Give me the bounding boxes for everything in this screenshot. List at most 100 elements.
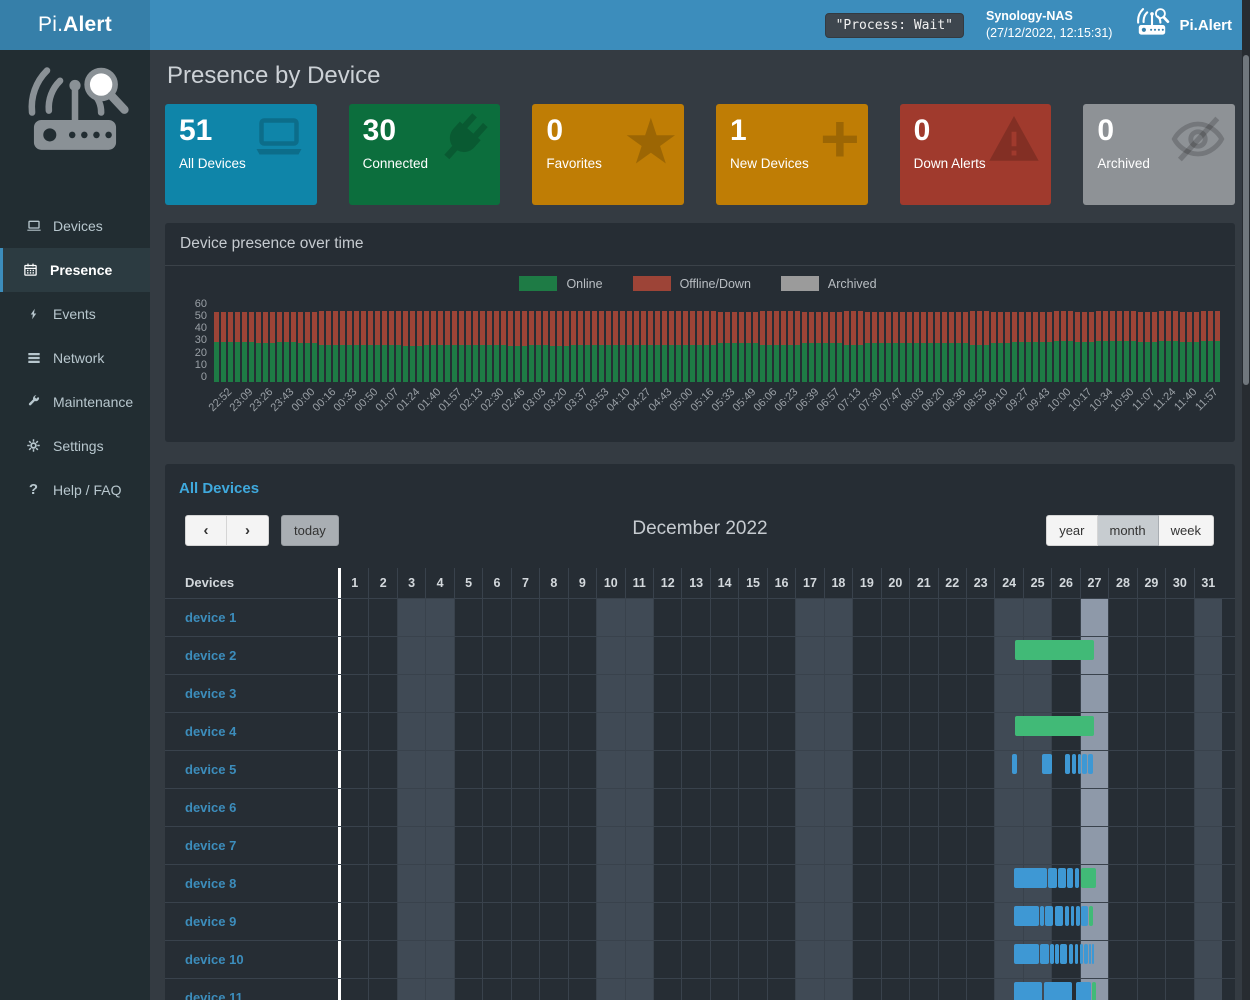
session-event-bar[interactable]	[1081, 754, 1087, 774]
day-cell-29[interactable]	[1136, 637, 1165, 674]
day-cell-10[interactable]	[596, 865, 625, 902]
device-link-device-10[interactable]: device 10	[185, 952, 244, 967]
session-event-bar[interactable]	[1013, 982, 1042, 1000]
day-cell-9[interactable]	[567, 789, 596, 826]
day-cell-21[interactable]	[909, 713, 937, 750]
day-cell-23[interactable]	[965, 789, 994, 826]
day-cell-15[interactable]	[738, 827, 766, 864]
day-cell-31[interactable]	[1193, 941, 1223, 978]
day-cell-7[interactable]	[510, 941, 539, 978]
day-cell-16[interactable]	[766, 637, 795, 674]
day-cell-4[interactable]	[425, 789, 454, 826]
day-cell-11[interactable]	[624, 827, 653, 864]
session-event-bar[interactable]	[1064, 906, 1070, 926]
day-cell-2[interactable]	[368, 941, 396, 978]
day-cell-31[interactable]	[1193, 903, 1223, 940]
day-cell-7[interactable]	[510, 827, 539, 864]
day-cell-16[interactable]	[766, 865, 795, 902]
day-cell-11[interactable]	[624, 789, 653, 826]
day-cell-30[interactable]	[1165, 713, 1193, 750]
day-cell-31[interactable]	[1193, 789, 1223, 826]
day-cell-9[interactable]	[567, 599, 596, 636]
info-box-all-devices[interactable]: 51 All Devices	[165, 104, 317, 205]
day-cell-1[interactable]	[341, 979, 368, 1000]
day-cell-13[interactable]	[681, 865, 709, 902]
day-cell-30[interactable]	[1165, 637, 1193, 674]
day-cell-14[interactable]	[709, 979, 738, 1000]
day-cell-18[interactable]	[823, 751, 853, 788]
view-button-year[interactable]: year	[1046, 515, 1098, 546]
day-cell-15[interactable]	[738, 903, 766, 940]
day-cell-1[interactable]	[341, 675, 368, 712]
device-link-device-5[interactable]: device 5	[185, 762, 237, 777]
day-cell-8[interactable]	[539, 903, 567, 940]
day-cell-26[interactable]	[1051, 599, 1079, 636]
day-cell-6[interactable]	[482, 675, 510, 712]
day-cell-3[interactable]	[396, 637, 426, 674]
day-cell-17[interactable]	[795, 675, 824, 712]
day-cell-28[interactable]	[1108, 979, 1136, 1000]
day-cell-13[interactable]	[681, 789, 709, 826]
day-cell-20[interactable]	[880, 751, 909, 788]
day-cell-9[interactable]	[567, 675, 596, 712]
device-link-device-4[interactable]: device 4	[185, 724, 237, 739]
day-cell-22[interactable]	[937, 675, 966, 712]
day-cell-6[interactable]	[482, 903, 510, 940]
day-cell-20[interactable]	[880, 903, 909, 940]
day-cell-5[interactable]	[453, 637, 482, 674]
day-cell-17[interactable]	[795, 789, 824, 826]
day-cell-25[interactable]	[1022, 827, 1052, 864]
device-link-device-3[interactable]: device 3	[185, 686, 237, 701]
day-cell-5[interactable]	[453, 903, 482, 940]
day-cell-24[interactable]	[994, 827, 1023, 864]
day-cell-13[interactable]	[681, 941, 709, 978]
day-cell-16[interactable]	[766, 675, 795, 712]
day-cell-10[interactable]	[596, 675, 625, 712]
session-event-bar[interactable]	[1058, 868, 1066, 888]
device-link-device-8[interactable]: device 8	[185, 876, 237, 891]
day-cell-7[interactable]	[510, 979, 539, 1000]
day-cell-23[interactable]	[965, 599, 994, 636]
day-cell-16[interactable]	[766, 827, 795, 864]
sidebar-item-help-faq[interactable]: ? Help / FAQ	[0, 468, 150, 512]
day-cell-2[interactable]	[368, 827, 396, 864]
day-cell-30[interactable]	[1165, 751, 1193, 788]
info-box-archived[interactable]: 0 Archived	[1083, 104, 1235, 205]
day-cell-5[interactable]	[453, 713, 482, 750]
day-cell-17[interactable]	[795, 751, 824, 788]
day-cell-21[interactable]	[909, 789, 937, 826]
day-cell-4[interactable]	[425, 865, 454, 902]
day-cell-4[interactable]	[425, 903, 454, 940]
day-cell-30[interactable]	[1165, 941, 1193, 978]
day-cell-20[interactable]	[880, 637, 909, 674]
info-box-new-devices[interactable]: 1 New Devices +	[716, 104, 868, 205]
session-event-bar[interactable]	[1081, 906, 1089, 926]
day-cell-7[interactable]	[510, 599, 539, 636]
day-cell-14[interactable]	[709, 941, 738, 978]
day-cell-3[interactable]	[396, 827, 426, 864]
day-cell-21[interactable]	[909, 751, 937, 788]
day-cell-21[interactable]	[909, 637, 937, 674]
day-cell-8[interactable]	[539, 789, 567, 826]
day-cell-3[interactable]	[396, 713, 426, 750]
day-cell-31[interactable]	[1193, 751, 1223, 788]
day-cell-1[interactable]	[341, 713, 368, 750]
day-cell-5[interactable]	[453, 865, 482, 902]
sidebar-toggle-button[interactable]	[150, 0, 196, 50]
day-cell-21[interactable]	[909, 827, 937, 864]
day-cell-19[interactable]	[852, 865, 880, 902]
day-cell-23[interactable]	[965, 713, 994, 750]
info-box-connected[interactable]: 30 Connected	[348, 104, 501, 205]
day-cell-5[interactable]	[453, 599, 482, 636]
day-cell-24[interactable]	[994, 675, 1023, 712]
device-link-device-9[interactable]: device 9	[185, 914, 237, 929]
day-cell-12[interactable]	[652, 903, 681, 940]
day-cell-3[interactable]	[396, 941, 426, 978]
day-cell-29[interactable]	[1136, 865, 1165, 902]
day-cell-5[interactable]	[453, 979, 482, 1000]
device-link-device-1[interactable]: device 1	[185, 610, 237, 625]
day-cell-2[interactable]	[368, 751, 396, 788]
day-cell-15[interactable]	[738, 713, 766, 750]
day-cell-17[interactable]	[795, 979, 824, 1000]
day-cell-9[interactable]	[567, 941, 596, 978]
